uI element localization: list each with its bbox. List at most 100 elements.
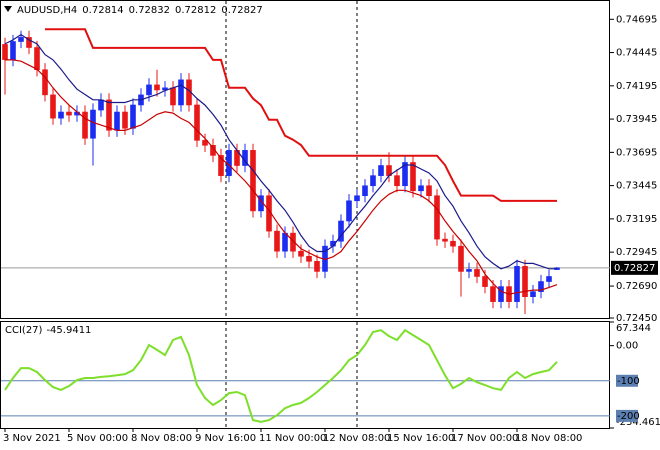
candle-body [426,185,432,197]
candle-body [434,195,440,240]
level-label: -100 [617,376,640,387]
candle-body [114,111,120,131]
y-tick-label: 0.72450 [616,313,657,324]
candle-body [498,286,504,302]
candle-body [154,84,160,91]
candle-body [58,111,64,119]
candle-body [250,150,256,212]
candle-body [202,140,208,146]
candle-body [146,84,152,96]
y-tick-label: 0.73445 [616,181,657,192]
x-tick-label: 11 Nov 00:00 [259,433,326,444]
chart-title: AUDUSD,H4 [17,5,77,16]
candle-body [178,79,184,106]
x-tick-label: 8 Nov 08:00 [131,433,192,444]
candle-body [418,185,424,192]
candle-body [10,41,16,60]
candle-body [298,250,304,257]
menu-arrow[interactable] [4,6,12,12]
x-tick-label: 3 Nov 2021 [3,433,61,444]
y-tick-label: 0.73945 [616,114,657,125]
candle-body [514,266,520,302]
candle-body [42,69,48,96]
candle-body [106,99,112,131]
candle-body [410,162,416,192]
candle-body [346,200,352,222]
candle-body [34,47,40,71]
candle-body [314,261,320,272]
candle-body [194,104,200,141]
cci-value: -45.9411 [46,325,91,336]
candle-body [170,87,176,106]
y-tick-label: 0.73695 [616,147,657,158]
candle-body [466,269,472,272]
candle-body [18,37,24,42]
x-tick-label: 9 Nov 16:00 [195,433,256,444]
indicator-line [45,28,557,202]
y-tick-label: 0.74195 [616,81,657,92]
candle-body [450,240,456,247]
ohlc-value: 0.72827 [221,5,262,16]
candle-body [66,111,72,116]
candle-body [362,185,368,197]
x-tick-label: 17 Nov 00:00 [451,433,518,444]
y-tick-label: 0.73195 [616,214,657,225]
candle-body [130,104,136,129]
candle-body [490,286,496,302]
ohlc-value: 0.72812 [175,5,216,16]
candle-body [538,281,544,292]
candle-body [82,111,88,139]
candle-body [378,165,384,176]
ohlc-value: 0.72832 [129,5,170,16]
candle-body [442,238,448,242]
level-label: -200 [617,411,640,422]
candle-body [274,230,280,252]
candle-body [458,245,464,272]
candle-body [26,37,32,48]
x-tick-label: 12 Nov 08:00 [323,433,390,444]
candle-body [2,44,8,60]
candle-body [306,255,312,262]
cci-line [4,328,558,423]
candle-body [98,99,104,111]
y-tick-label: 0.74695 [616,14,657,25]
candle-body [338,220,344,242]
level-box [616,409,638,422]
candle-body [522,266,528,298]
candle-body [90,109,96,139]
indicator-line [4,33,557,270]
x-tick-label: 5 Nov 00:00 [67,433,128,444]
ohlc-value: 0.72814 [82,5,123,16]
cci-title: CCI(27) [5,325,43,336]
y-tick-label: 0.72690 [616,281,657,292]
candle-body [354,195,360,202]
chart-header: AUDUSD,H4 0.72814 0.72832 0.72812 0.72827 [17,5,263,16]
candle-body [50,94,56,119]
current-price-box [611,260,658,275]
y-tick-label: 0.00 [616,341,638,352]
candle-body [282,232,288,252]
candle-body [394,175,400,187]
main-panel-frame [0,0,610,319]
current-price-label: 0.72827 [614,263,655,274]
candle-body [402,162,408,187]
cci-header: CCI(27) -45.9411 [5,325,91,336]
y-tick-label: 67.344 [616,323,651,334]
cci-panel-frame [0,321,610,429]
candle-body [290,232,296,252]
candle-body [482,276,488,287]
candle-body [122,111,128,129]
candle-body [474,269,480,277]
candle-body [370,175,376,187]
candle-body [218,155,224,176]
y-tick-label: 0.72945 [616,247,657,258]
indicator-line [5,59,558,295]
x-tick-label: 15 Nov 16:00 [387,433,454,444]
candle-body [546,276,552,282]
y-tick-label: 0.74445 [616,48,657,59]
y-tick-label: -234.4616 [616,417,660,428]
x-tick-label: 18 Nov 08:00 [515,433,582,444]
candle-body [530,291,536,298]
